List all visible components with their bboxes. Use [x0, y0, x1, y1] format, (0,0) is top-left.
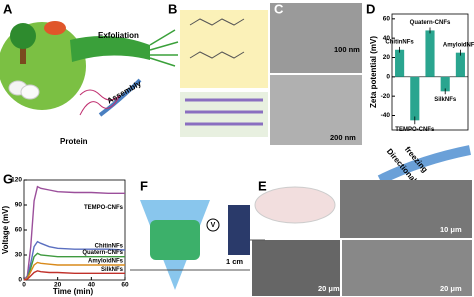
tree-crown: [10, 23, 36, 49]
scale-bar: 100 nm: [334, 45, 360, 54]
micrograph: [270, 75, 362, 145]
fiber-bundle: [70, 36, 150, 62]
meter-label: V: [211, 222, 216, 229]
x-axis-label: Time (min): [53, 287, 94, 296]
y-tick-label: 120: [11, 177, 22, 184]
y-tick-label: 0: [18, 277, 22, 284]
membrane: [150, 220, 200, 260]
panel-label: E: [258, 178, 267, 193]
y-axis-label: Zeta potential (mV): [369, 36, 378, 108]
series-line: [23, 270, 125, 281]
plot-frame: [391, 13, 469, 131]
bar-label: AmyloidNFs: [443, 42, 474, 48]
panel-label: B: [168, 1, 177, 16]
molecule: [189, 18, 245, 59]
y-tick-label: 20: [383, 54, 391, 61]
freeze-arrow: [377, 145, 471, 185]
molecule-box: [180, 10, 268, 88]
photo: [228, 205, 250, 255]
panel-label: G: [3, 171, 13, 186]
bar: [425, 30, 435, 77]
crab: [44, 21, 66, 35]
y-tick-label: -20: [381, 93, 391, 100]
sem-image: [342, 240, 472, 296]
x-tick-label: 60: [121, 282, 129, 289]
scale-bar: 20 μm: [318, 284, 340, 293]
voltmeter: [206, 218, 220, 232]
y-tick-label: 90: [15, 202, 23, 209]
panel-label: A: [3, 1, 13, 16]
bar-label: TEMPO-CNFs: [395, 127, 435, 133]
bar: [440, 76, 450, 92]
sem-image: [340, 180, 472, 238]
series-label: Quatern-CNFs: [82, 250, 123, 256]
panel-label: C: [274, 1, 284, 16]
panel-label: D: [366, 1, 375, 16]
x-tick-label: 20: [54, 282, 62, 289]
series-label: SilkNFs: [101, 267, 124, 273]
y-axis-label: Voltage (mV): [1, 206, 10, 255]
label: Exfoliation: [98, 31, 139, 40]
aerogel: [254, 186, 336, 224]
cocoon: [20, 84, 40, 100]
scale-bar: 20 μm: [440, 284, 462, 293]
bar-label: Quatern-CNFs: [410, 20, 451, 26]
y-tick-label: -40: [381, 112, 391, 119]
label: Assembly: [106, 79, 144, 106]
scale-bar: 10 μm: [440, 225, 462, 234]
panel-label: F: [140, 178, 148, 193]
series-line: [23, 240, 126, 281]
connector: [130, 239, 265, 271]
x-tick-label: 40: [88, 282, 96, 289]
label: Protein: [60, 137, 88, 146]
series-label: AmyloidNFs: [88, 259, 124, 265]
bar-label: ChitinNFs: [385, 39, 414, 45]
x-tick-label: 0: [22, 282, 26, 289]
fibrils: [149, 29, 179, 67]
bar: [455, 52, 465, 77]
scale-bar: 1 cm: [226, 257, 243, 266]
bar: [395, 49, 405, 77]
scale-bar: 200 nm: [330, 133, 356, 142]
assembly-arrow: [98, 78, 142, 117]
sem-image: [252, 240, 340, 296]
series-line: [23, 185, 125, 281]
y-tick-label: 60: [383, 16, 391, 23]
bar-label: SilkNFs: [434, 97, 457, 103]
protein: [79, 89, 121, 116]
y-tick-label: 30: [15, 252, 23, 259]
series-label: TEMPO-CNFs: [84, 205, 124, 211]
y-tick-label: 0: [386, 74, 390, 81]
series-line: [23, 252, 125, 281]
series-label: ChitinNFs: [95, 244, 124, 250]
bar: [410, 76, 420, 121]
y-tick-label: 40: [383, 35, 391, 42]
series-line: [23, 261, 125, 281]
y-tick-label: 60: [15, 227, 23, 234]
tree-trunk: [20, 42, 26, 64]
fibril-lines: [185, 98, 263, 126]
micrograph: [270, 3, 362, 73]
